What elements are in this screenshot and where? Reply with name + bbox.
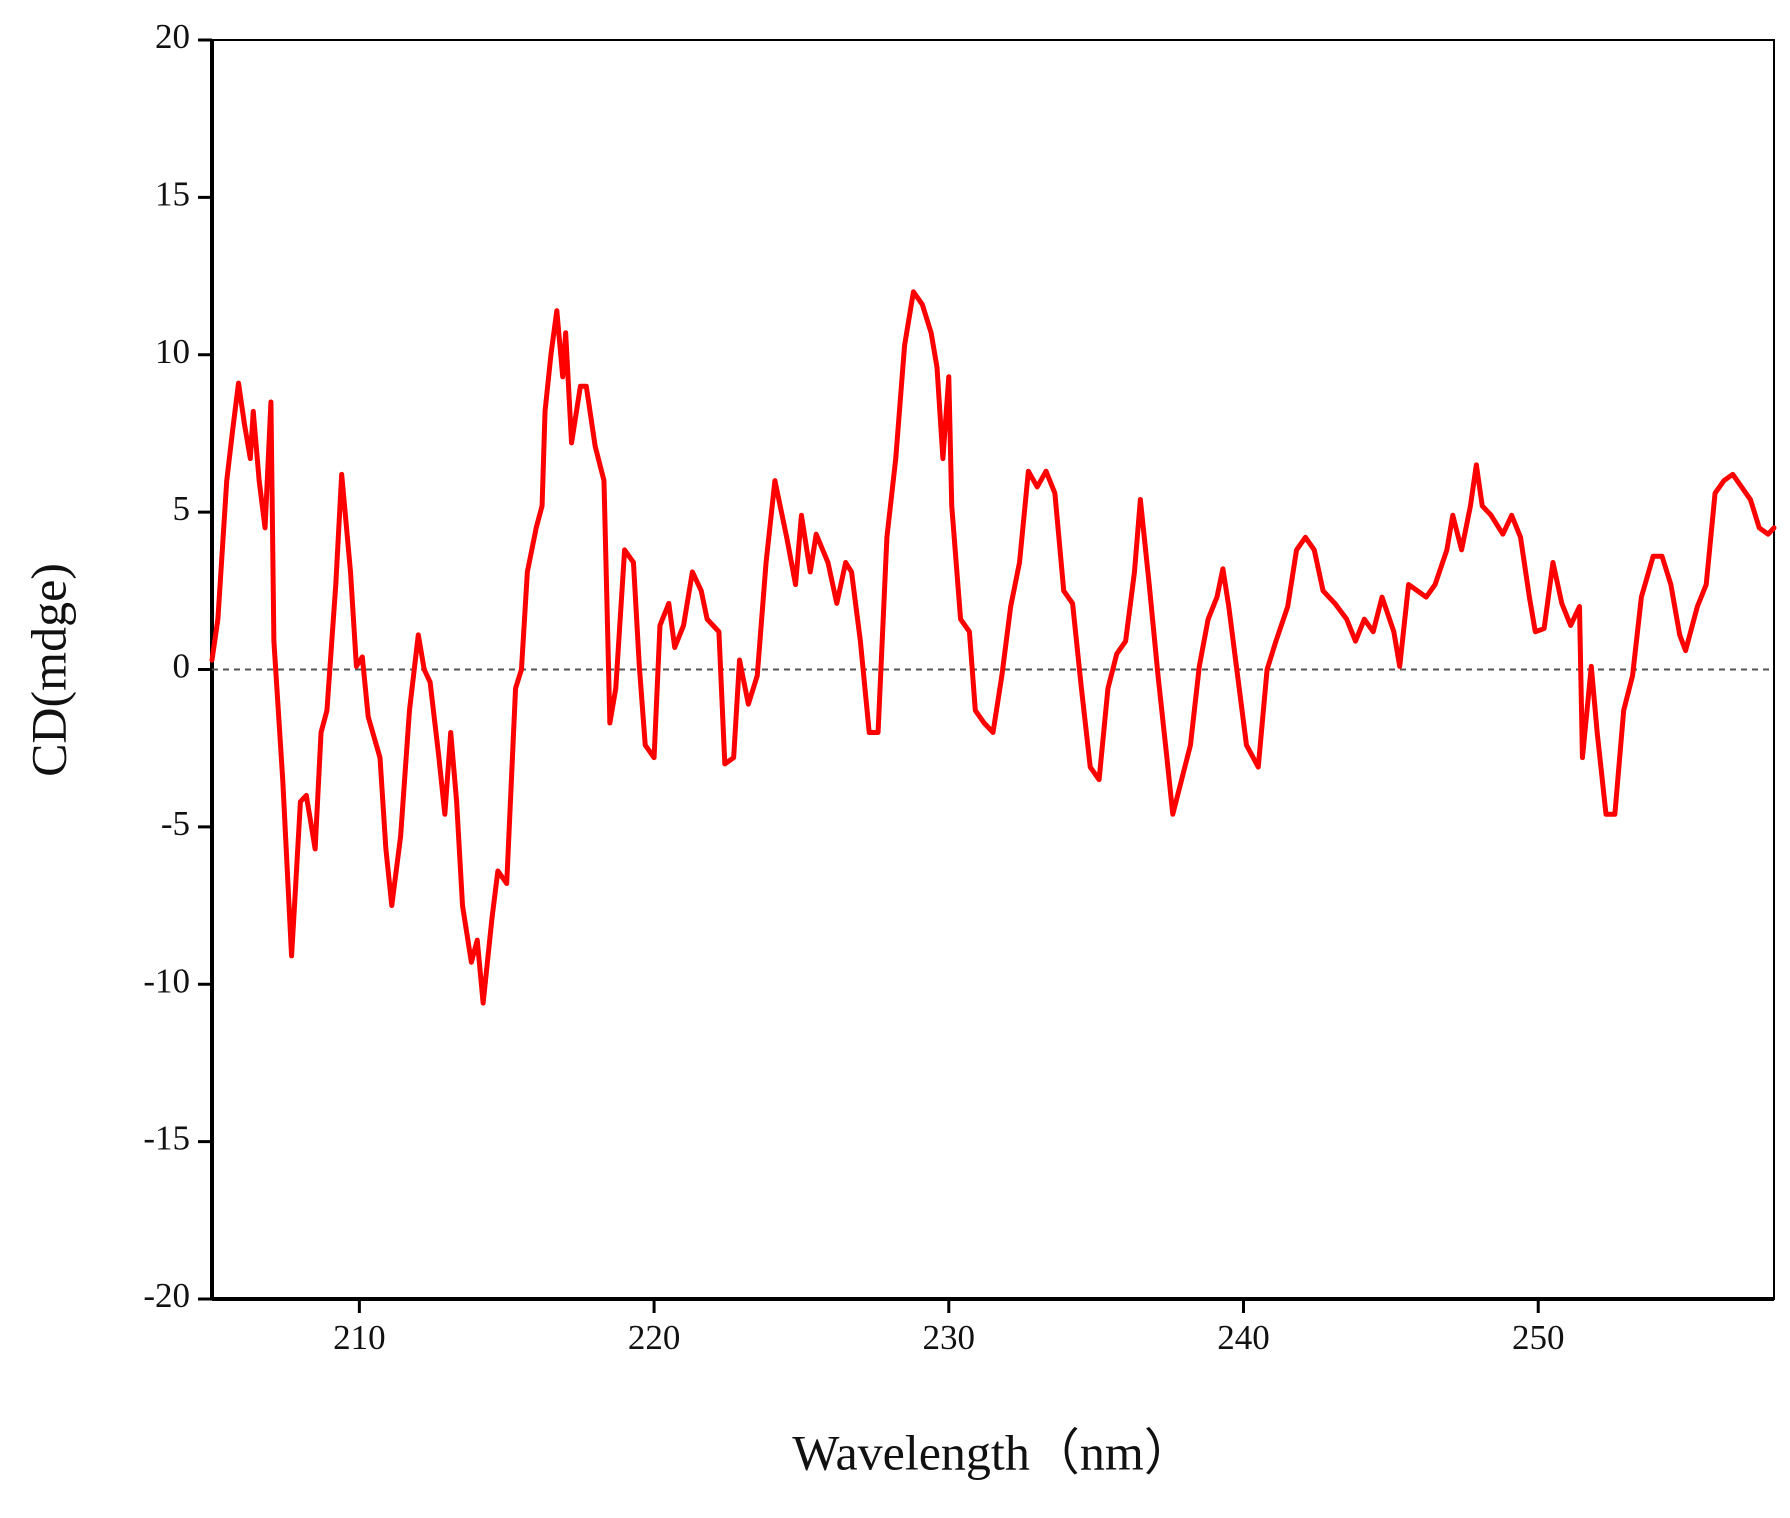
y-tick-label: 0 [173, 647, 191, 686]
x-tick-label: 230 [923, 1318, 976, 1357]
x-tick-label: 240 [1217, 1318, 1270, 1357]
cd-line [209, 289, 1777, 1006]
y-tick-label: -5 [161, 804, 190, 843]
y-tick-label: 15 [155, 174, 190, 213]
y-tick-label: -10 [143, 961, 190, 1000]
y-tick-label: 10 [155, 332, 190, 371]
x-tick-label: 220 [628, 1318, 681, 1357]
y-tick-label: 20 [155, 17, 190, 56]
x-axis-title: Wavelength（nm） [792, 1424, 1193, 1480]
x-tick-label: 250 [1512, 1318, 1565, 1357]
x-tick-label: 210 [333, 1318, 386, 1357]
y-axis-title: CD(mdge) [20, 563, 76, 777]
y-tick-label: -15 [143, 1119, 190, 1158]
y-tick-label: -20 [143, 1276, 190, 1315]
y-tick-label: 5 [173, 489, 191, 528]
